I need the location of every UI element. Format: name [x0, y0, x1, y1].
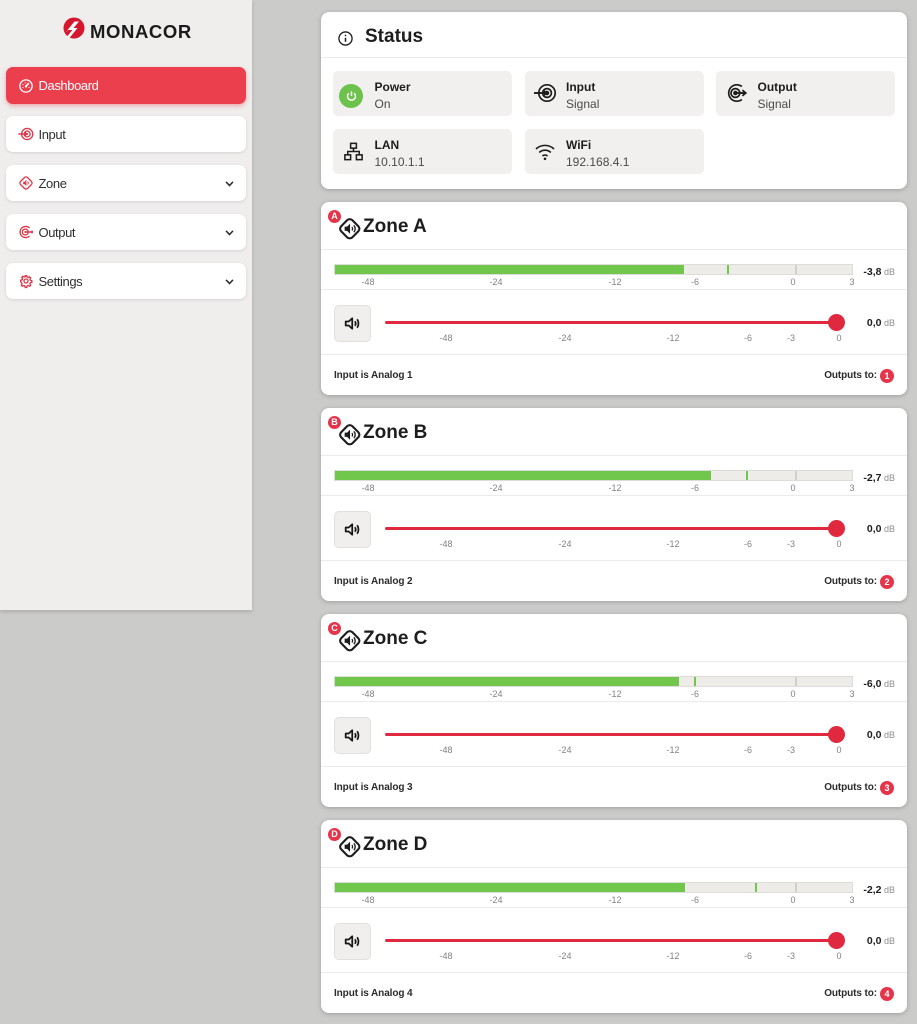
svg-text:MONACOR: MONACOR [90, 21, 192, 42]
